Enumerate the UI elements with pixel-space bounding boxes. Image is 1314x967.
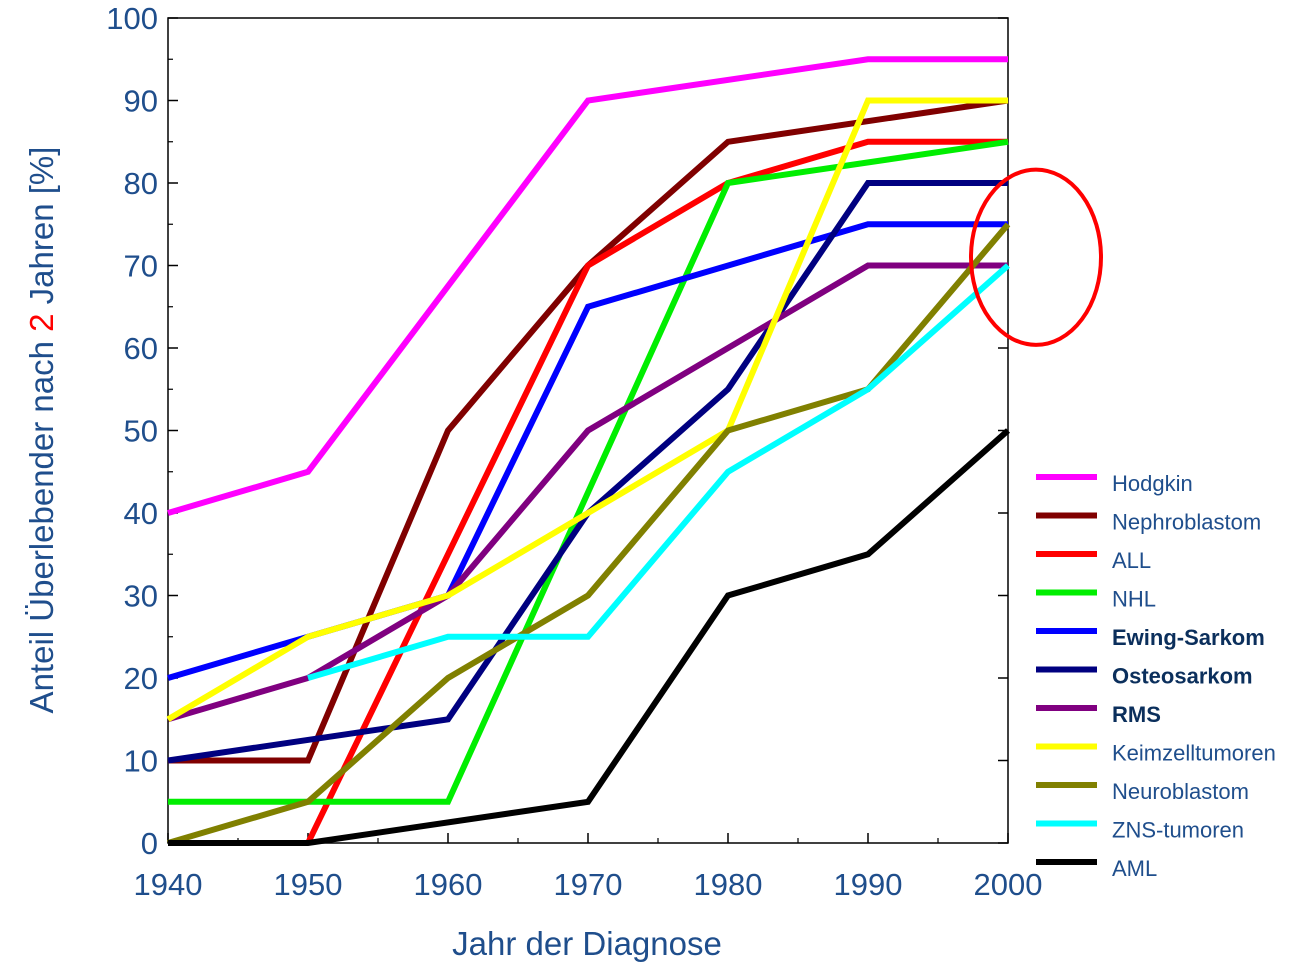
series-line-keimzelltumoren: [166, 97, 1008, 722]
x-tick-label: 1950: [274, 867, 343, 902]
series-line-nhl: [168, 138, 1009, 805]
series-line-neuroblastom: [167, 222, 1011, 846]
y-tick-label: 20: [124, 661, 158, 696]
series-line-aml: [168, 428, 1010, 846]
y-tick-label: 0: [141, 826, 158, 861]
y-tick-label: 80: [124, 166, 158, 201]
x-tick-label: 2000: [974, 867, 1043, 902]
y-axis-title: Anteil Überlebender nach 2 Jahren [%]: [23, 147, 60, 714]
series-line-rms: [167, 262, 1008, 723]
series-line-osteosarkom: [167, 180, 1008, 764]
axes: 0 10 20 30 40 50 60 70 80 90 100 1940 1950 1960 1970 19…: [106, 1, 1042, 902]
legend-label: RMS: [1112, 702, 1161, 727]
y-axis-title-highlight: 2: [23, 313, 60, 331]
series-lines: [166, 56, 1011, 846]
series-line-ewing-sarkom: [167, 221, 1008, 681]
x-tick-label: 1960: [414, 867, 483, 902]
legend-label: AML: [1112, 856, 1157, 881]
legend-label: Nephroblastom: [1112, 510, 1261, 535]
y-axis-title-part-1: Anteil Überlebender nach: [23, 332, 60, 714]
legend-label: NHL: [1112, 587, 1156, 612]
y-tick-label: 10: [124, 744, 158, 779]
y-tick-label: 90: [124, 84, 158, 119]
y-tick-label: 50: [124, 414, 158, 449]
legend-label: Neuroblastom: [1112, 779, 1249, 804]
y-tick-label: 40: [124, 496, 158, 531]
x-tick-label: 1970: [554, 867, 623, 902]
x-tick-label: 1990: [834, 867, 903, 902]
y-tick-label: 70: [124, 249, 158, 284]
y-tick-label: 100: [106, 1, 158, 36]
legend-label: ALL: [1112, 548, 1151, 573]
x-tick-label: 1940: [134, 867, 203, 902]
legend-label: Ewing-Sarkom: [1112, 625, 1265, 650]
legend-label: Osteosarkom: [1112, 664, 1253, 689]
x-tick-label: 1980: [694, 867, 763, 902]
series-line-hodgkin: [167, 56, 1008, 516]
series-line-all: [305, 138, 1008, 845]
annotation-layer: [969, 167, 1103, 347]
highlight-ellipse: [969, 167, 1103, 347]
y-tick-label: 30: [124, 579, 158, 614]
y-axis-title-part-2: Jahren [%]: [23, 147, 60, 314]
legend-label: Hodgkin: [1112, 471, 1193, 496]
x-axis-title: Jahr der Diagnose: [452, 925, 722, 962]
series-line-nephroblastom: [168, 97, 1009, 764]
legend-label: ZNS-tumoren: [1112, 818, 1244, 843]
y-tick-label: 60: [124, 331, 158, 366]
legend-label: Keimzelltumoren: [1112, 741, 1276, 766]
legend: Hodgkin Nephroblastom ALL NHL Ewing-Sarkom Os…: [1036, 471, 1276, 881]
series-line-zns-tumoren: [307, 263, 1010, 681]
